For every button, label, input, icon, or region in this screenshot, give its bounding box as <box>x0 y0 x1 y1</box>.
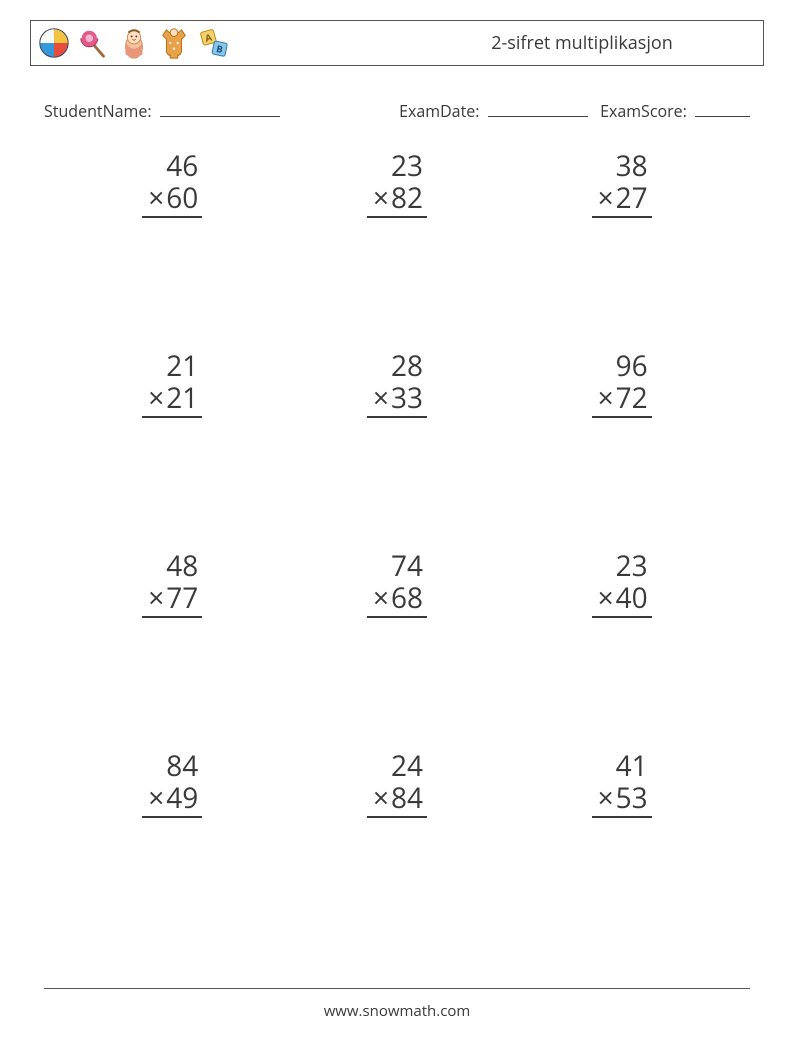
operator: × <box>598 179 614 217</box>
problem-bottom: 53 <box>616 779 648 817</box>
problem-top: 38 <box>592 150 652 182</box>
problem-5: 28 ×33 <box>285 340 510 540</box>
operator: × <box>148 179 164 217</box>
problem-9: 23 ×40 <box>509 540 734 740</box>
problem-10: 84 ×49 <box>60 740 285 940</box>
problem-top: 84 <box>142 750 202 782</box>
footer-site: www.snowmath.com <box>0 1001 794 1021</box>
problem-4: 21 ×21 <box>60 340 285 540</box>
student-name-label: StudentName: <box>44 100 152 122</box>
operator: × <box>148 579 164 617</box>
problem-bottom: 21 <box>166 379 198 417</box>
problem-bottom: 27 <box>616 179 648 217</box>
problem-bottom: 72 <box>616 379 648 417</box>
student-name-blank[interactable] <box>160 100 280 117</box>
problem-bottom: 68 <box>391 579 423 617</box>
exam-date-label: ExamDate: <box>399 100 479 122</box>
problem-top: 48 <box>142 550 202 582</box>
worksheet-page: A B 2-sifret multiplikasjon StudentName:… <box>0 0 794 1053</box>
operator: × <box>373 179 389 217</box>
header-icons: A B <box>31 26 231 60</box>
worksheet-title: 2-sifret multiplikasjon <box>401 31 763 55</box>
operator: × <box>148 379 164 417</box>
problem-bottom: 82 <box>391 179 423 217</box>
problem-bottom: 40 <box>616 579 648 617</box>
problem-6: 96 ×72 <box>509 340 734 540</box>
problem-7: 48 ×77 <box>60 540 285 740</box>
problem-top: 28 <box>367 350 427 382</box>
operator: × <box>373 579 389 617</box>
lollipop-icon <box>77 26 111 60</box>
problem-12: 41 ×53 <box>509 740 734 940</box>
problem-top: 41 <box>592 750 652 782</box>
problem-top: 23 <box>592 550 652 582</box>
info-line: StudentName: ExamDate: ExamScore: <box>44 100 750 122</box>
operator: × <box>598 779 614 817</box>
problem-bottom: 84 <box>391 779 423 817</box>
problem-top: 46 <box>142 150 202 182</box>
problem-bottom: 49 <box>166 779 198 817</box>
problem-top: 96 <box>592 350 652 382</box>
operator: × <box>373 779 389 817</box>
beach-ball-icon <box>37 26 71 60</box>
problem-top: 74 <box>367 550 427 582</box>
problem-11: 24 ×84 <box>285 740 510 940</box>
problem-2: 23 ×82 <box>285 140 510 340</box>
problem-top: 23 <box>367 150 427 182</box>
problem-top: 24 <box>367 750 427 782</box>
problem-8: 74 ×68 <box>285 540 510 740</box>
footer-divider <box>44 988 750 989</box>
problem-1: 46 ×60 <box>60 140 285 340</box>
baby-swaddle-icon <box>117 26 151 60</box>
operator: × <box>598 379 614 417</box>
problems-grid: 46 ×60 23 ×82 38 ×27 21 ×21 28 × <box>60 140 734 940</box>
problem-3: 38 ×27 <box>509 140 734 340</box>
problem-bottom: 60 <box>166 179 198 217</box>
operator: × <box>598 579 614 617</box>
exam-score-blank[interactable] <box>695 100 750 117</box>
problem-top: 21 <box>142 350 202 382</box>
header-box: A B 2-sifret multiplikasjon <box>30 20 764 66</box>
exam-score-label: ExamScore: <box>600 100 687 122</box>
exam-date-blank[interactable] <box>488 100 588 117</box>
baby-onesie-icon <box>157 26 191 60</box>
abc-blocks-icon: A B <box>197 26 231 60</box>
operator: × <box>148 779 164 817</box>
problem-bottom: 77 <box>166 579 198 617</box>
operator: × <box>373 379 389 417</box>
student-name-field: StudentName: <box>44 100 280 122</box>
exam-meta: ExamDate: ExamScore: <box>399 100 750 122</box>
problem-bottom: 33 <box>391 379 423 417</box>
